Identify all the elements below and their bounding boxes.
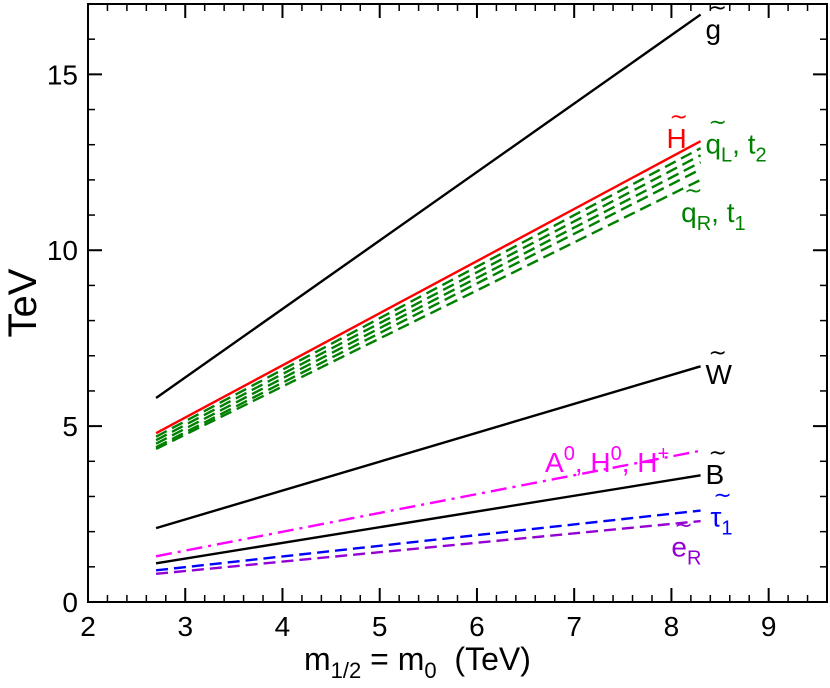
series-wino [155,365,701,530]
label-tilde-stau: ~ [713,483,731,508]
label-gluino: g [705,14,721,45]
label-higgsino: H [667,123,687,154]
y-axis-title: TeV [1,268,45,337]
x-axis-title-m: m [304,641,331,677]
label-tilde-selectron: ~ [674,513,692,538]
label-heavy_higgs: A0​, H0​, H+​ [545,443,669,478]
label-bino: B [705,459,724,490]
series-squark-4 [155,168,702,449]
label-squark_R: qR​, t1​ [681,197,746,235]
label-stau: τ1​ [710,501,732,539]
curve-labels: g~H~qL​, t2​~qR​, t1​~W~A0​, H0​, H+​B~τ… [545,0,767,569]
label-wino: W [705,359,732,390]
series-selectron-R [155,519,701,576]
y-tick-label: 10 [47,235,78,266]
series-stau-1 [155,509,701,572]
series-gluino [155,13,702,399]
series-group [155,13,702,576]
axis-ticks: 2 3 4 5 6 7 8 9 0 5 10 15 [47,3,828,642]
series-bino [155,474,701,565]
x-tick-label: 2 [80,611,96,642]
label-tilde-higgsino: ~ [670,105,688,130]
label-tilde-squark_L: ~ [708,111,726,136]
x-tick-label: 3 [177,611,193,642]
series-squark-2 [155,154,702,442]
y-tick-label: 15 [47,59,78,90]
x-tick-label: 7 [566,611,582,642]
x-axis-title-sub2: 0 [424,658,436,683]
x-axis-title: m1/2 = m0 (TeV) [304,641,531,683]
y-tick-label: 5 [62,411,78,442]
x-tick-label: 6 [469,611,485,642]
x-axis-title-sub1: 1/2 [331,658,362,683]
y-tick-label: 0 [62,587,78,618]
label-tilde-gluino: ~ [708,0,726,21]
label-selectron: eR​ [671,531,701,569]
series-squark-1 [155,147,702,438]
series-squark-3 [155,161,702,445]
label-tilde-wino: ~ [708,341,726,366]
x-tick-label: 9 [761,611,777,642]
x-axis-title-mid: = m [361,641,424,677]
label-tilde-squark_R: ~ [684,179,702,204]
label-tilde-bino: ~ [708,441,726,466]
x-axis-title-tail: (TeV) [437,641,531,677]
x-tick-label: 8 [664,611,680,642]
label-squark_L: qL​, t2​ [705,129,766,167]
x-tick-label: 4 [275,611,291,642]
series-higgsino [155,140,702,435]
x-tick-label: 5 [372,611,388,642]
series-squark-5 [155,178,702,451]
